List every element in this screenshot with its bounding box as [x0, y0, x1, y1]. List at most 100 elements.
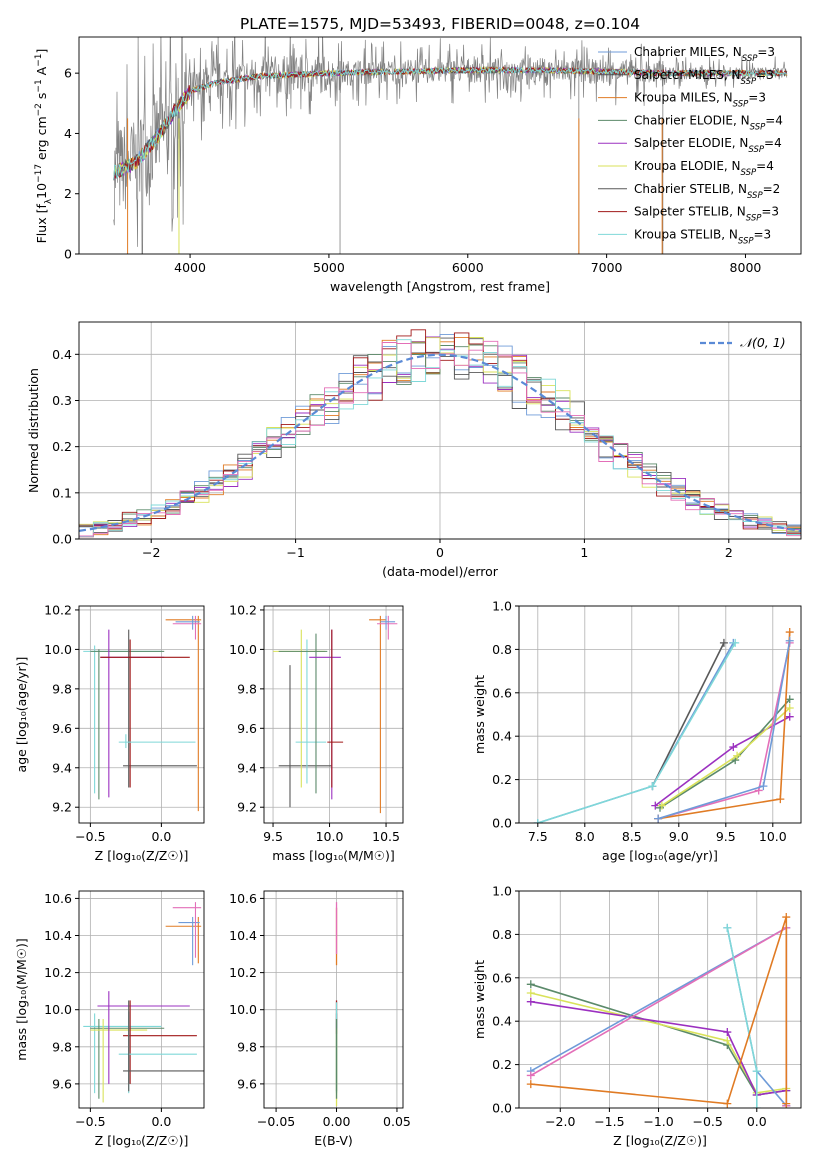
y-tick-label: 0.0 [492, 816, 512, 831]
data-point [785, 712, 794, 721]
legend-text: Chabrier MILES, N [634, 45, 742, 59]
panel-age-vs-mass: 9.5 10.0 10.5 9.2 9.4 9.6 9.8 10.0 10.2 mass [log… [229, 602, 404, 863]
x-tick-label: 7000 [591, 260, 623, 275]
y-tick-label: 9.6 [52, 1076, 72, 1091]
figure-title: PLATE=1575, MJD=53493, FIBERID=0048, z=0… [240, 15, 640, 33]
x-tick-label: 0.05 [383, 1114, 411, 1129]
x-axis-label: Z [log₁₀(Z/Z☉)] [95, 1133, 189, 1148]
y-label-part: −2 [34, 103, 44, 116]
y-axis-label: Flux [fλ10−17 erg cm−2 s−1 A−1] [34, 49, 54, 244]
legend-label: 𝒩(0, 1) [740, 335, 786, 350]
y-axis-label: Normed distribution [26, 368, 41, 493]
legend-label: Salpeter STELIB, NSSP=3 [634, 205, 779, 224]
series-line [657, 642, 791, 820]
data-point [723, 1028, 732, 1037]
x-tick-label: 9.5 [716, 829, 736, 844]
legend-sub: SSP [741, 168, 757, 178]
y-axis-label: age [log₁₀(age/yr)] [14, 657, 29, 773]
legend-sub: SSP [733, 100, 749, 110]
x-tick-label: 5000 [313, 260, 345, 275]
data-point [782, 913, 791, 922]
y-tick-label: 0.3 [52, 393, 72, 408]
x-tick-label: 6000 [452, 260, 484, 275]
y-tick-label: 10.2 [229, 602, 257, 617]
y-axis-label: mass weight [472, 960, 487, 1039]
plot-area [83, 902, 204, 1103]
x-tick-label: 0.0 [747, 1114, 767, 1129]
legend-label: Chabrier STELIB, NSSP=2 [634, 182, 780, 201]
legend-label: Chabrier ELODIE, NSSP=4 [634, 113, 783, 132]
legend-tail: =4 [764, 136, 782, 150]
data-point [733, 751, 742, 760]
plot-area [526, 913, 791, 1108]
x-tick-label: 10.0 [316, 829, 344, 844]
legend-sub: SSP [741, 77, 757, 87]
y-axis-label: mass weight [472, 675, 487, 754]
x-tick-label: −1 [286, 545, 304, 560]
y-tick-label: 10.0 [229, 642, 257, 657]
y-tick-label: 9.8 [52, 1039, 72, 1054]
x-tick-label: −0.05 [257, 1114, 295, 1129]
y-tick-label: 9.6 [237, 1076, 257, 1091]
legend-sub: SSP [750, 122, 766, 132]
legend-label: Chabrier MILES, NSSP=3 [634, 45, 775, 64]
x-tick-label: 0 [436, 545, 444, 560]
y-tick-label: 10.2 [44, 965, 72, 980]
series-histogram [79, 337, 801, 532]
data-point [752, 1104, 761, 1108]
y-label-part: λ [44, 198, 54, 204]
data-point [782, 1099, 791, 1108]
y-tick-label: 10.2 [229, 965, 257, 980]
panel-mass-vs-z: −0.5 0.0 9.6 9.8 10.0 10.2 10.4 10.6 Z [log₁₀(Z/… [14, 890, 205, 1148]
y-tick-label: 0.2 [52, 439, 72, 454]
axes-frame [78, 890, 205, 1109]
x-tick-label: 10.5 [372, 829, 400, 844]
legend-text: Kroupa MILES, N [634, 91, 733, 105]
y-tick-label: 0.6 [492, 685, 512, 700]
y-tick-label: 0.8 [492, 642, 512, 657]
y-label-part: s [34, 93, 49, 104]
series-histogram [79, 340, 801, 537]
y-tick-label: 9.6 [52, 721, 72, 736]
y-tick-label: 10.6 [44, 891, 72, 906]
y-tick-label: 9.8 [237, 681, 257, 696]
x-tick-label: 0.0 [151, 829, 171, 844]
legend-label: Salpeter ELODIE, NSSP=4 [634, 136, 782, 155]
x-tick-label: −0.5 [75, 829, 105, 844]
y-tick-label: 0.1 [52, 485, 72, 500]
data-point [723, 1036, 732, 1045]
axes-frame [518, 605, 802, 824]
data-point [657, 801, 666, 810]
panel-residuals: −2 −1 0 1 2 0.0 0.1 0.2 0.3 0.4 (data-model)/error… [26, 321, 802, 579]
data-point [729, 743, 738, 752]
y-tick-label: 9.4 [237, 760, 257, 775]
series-line [654, 715, 791, 807]
legend-text: Chabrier STELIB, N [634, 182, 747, 196]
axes-frame [263, 605, 404, 824]
panel-spectrum: 4000 5000 6000 7000 8000 0 2 4 6 wavelength [Angs… [34, 36, 802, 294]
legend-sub: SSP [748, 145, 764, 155]
x-tick-label: 10.0 [759, 829, 787, 844]
x-axis-label: Z [log₁₀(Z/Z☉)] [95, 848, 189, 863]
data-point [526, 997, 535, 1006]
data-point [785, 703, 794, 712]
legend-text: Kroupa STELIB, N [634, 227, 738, 241]
axes-frame [518, 890, 802, 1109]
x-tick-label: 9.0 [669, 829, 689, 844]
y-tick-label: 1.0 [492, 599, 512, 614]
x-tick-label: −0.5 [75, 1114, 105, 1129]
data-point [723, 1099, 732, 1108]
series-line [651, 642, 725, 787]
data-point [776, 795, 785, 804]
data-point [785, 695, 794, 704]
legend-label: Salpeter MILES, NSSP=3 [634, 68, 774, 87]
y-label-part: A [34, 66, 49, 79]
y-label-part: −1 [34, 54, 44, 67]
y-tick-label: 10.4 [44, 928, 72, 943]
data-point [785, 636, 794, 645]
y-tick-label: 6 [64, 66, 72, 81]
y-tick-label: 0.2 [492, 772, 512, 787]
series-line [537, 642, 734, 823]
y-axis-label: mass [log₁₀(M/M☉)] [14, 938, 29, 1060]
legend-tail: =2 [763, 182, 781, 196]
